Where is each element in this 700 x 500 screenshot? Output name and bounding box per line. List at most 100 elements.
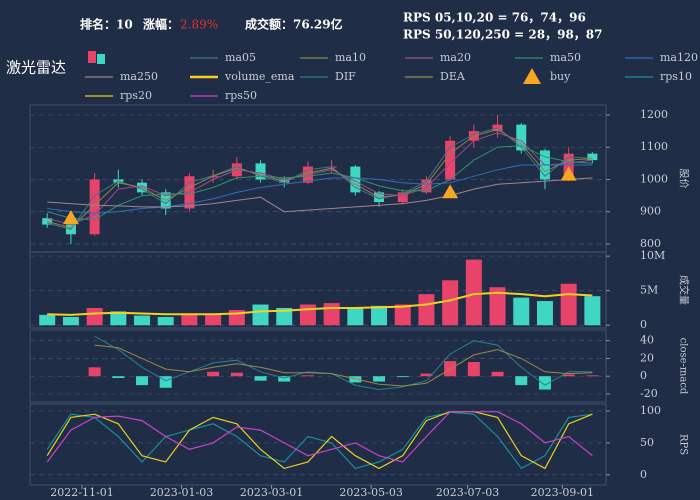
macd-bar xyxy=(230,372,243,377)
rps-long: RPS 50,120,250 = 28，98，87 xyxy=(403,28,603,42)
macd-bar xyxy=(254,376,267,381)
candle-body xyxy=(516,124,527,151)
candle-body xyxy=(587,153,598,161)
macd-bar xyxy=(586,375,599,377)
y-tick-label: 1000 xyxy=(640,172,668,185)
series-line xyxy=(46,411,593,470)
x-tick-label: 2023-05-03 xyxy=(339,486,402,499)
y-axis-label: 成交量 xyxy=(678,275,691,305)
volume-bar xyxy=(347,307,364,326)
volume-bar xyxy=(86,307,103,326)
volume-bar xyxy=(418,294,435,326)
panel-frame xyxy=(29,251,607,329)
volume-bar xyxy=(157,316,174,326)
series-line xyxy=(94,335,593,391)
volume-bar xyxy=(513,297,530,326)
macd-bar xyxy=(278,376,291,382)
panel-frame xyxy=(29,403,607,486)
volume-bar xyxy=(252,304,269,326)
volume-bar xyxy=(442,280,459,326)
macd-bar xyxy=(136,376,149,386)
buy-marker xyxy=(62,210,79,225)
buy-marker xyxy=(442,184,459,199)
y-tick-label: 1200 xyxy=(640,108,668,121)
legend-label: volume_ema xyxy=(224,70,295,83)
title: 激光雷达 xyxy=(6,59,66,77)
candle-body xyxy=(445,140,456,180)
series-line xyxy=(47,164,593,214)
y-tick-label: 40 xyxy=(640,334,654,347)
y-tick-label: 10M xyxy=(640,249,665,262)
y-tick-label: 5M xyxy=(640,284,658,297)
legend-marker xyxy=(523,68,541,84)
y-tick-label: 0 xyxy=(640,369,647,382)
macd-bar xyxy=(301,375,314,377)
series-line xyxy=(47,127,593,230)
volume-bar xyxy=(110,311,127,326)
y-tick-label: 20 xyxy=(640,351,654,364)
macd-bar xyxy=(515,376,528,386)
macd-bar xyxy=(420,373,433,377)
y-tick-label: 900 xyxy=(640,205,661,218)
y-tick-label: -20 xyxy=(640,387,658,400)
macd-bar xyxy=(112,376,125,378)
legend-label: buy xyxy=(550,70,571,83)
volume-bar xyxy=(560,283,577,326)
macd-bar xyxy=(467,362,480,377)
legend-candle-icon xyxy=(97,54,105,64)
x-tick-label: 2023-07-03 xyxy=(436,486,499,499)
candle-body xyxy=(421,179,432,193)
volume-bar xyxy=(465,259,482,326)
macd-bar xyxy=(373,376,386,382)
y-axis-label: RPS xyxy=(678,434,689,455)
volume-bar xyxy=(536,301,553,326)
macd-bar xyxy=(207,371,220,377)
rps-short: RPS 05,10,20 = 76，74，96 xyxy=(403,11,586,25)
volume-bar xyxy=(39,314,56,326)
volume-bar xyxy=(489,287,506,326)
x-tick-label: 2023-03-01 xyxy=(240,486,303,499)
buy-marker xyxy=(560,166,577,181)
volume-bar xyxy=(134,315,151,326)
series-line xyxy=(46,411,593,463)
legend-label: ma20 xyxy=(440,51,471,64)
candle-body xyxy=(208,176,219,178)
series-line xyxy=(47,132,593,226)
candle-body xyxy=(563,153,574,180)
legend-label: rps10 xyxy=(660,70,692,83)
rank: 排名：10 xyxy=(80,17,133,32)
x-tick-label: 2023-01-03 xyxy=(150,486,213,499)
legend-label: ma250 xyxy=(120,70,158,83)
y-axis-label: 股价 xyxy=(678,169,690,189)
x-tick-label: 2023-09-01 xyxy=(531,486,594,499)
legend-label: ma10 xyxy=(335,51,366,64)
candle-body xyxy=(350,166,361,193)
y-tick-label: 50 xyxy=(640,436,654,449)
macd-bar xyxy=(538,376,551,390)
legend-candle-icon xyxy=(88,51,96,63)
macd-bar xyxy=(396,376,409,378)
y-tick-label: 1100 xyxy=(640,140,668,153)
volume-bar xyxy=(371,305,388,326)
series-line xyxy=(94,344,593,387)
series-line xyxy=(47,145,593,221)
legend-label: ma120 xyxy=(660,51,698,64)
series-line xyxy=(46,411,593,470)
candle-body xyxy=(89,179,100,235)
volume-bar xyxy=(276,307,293,326)
volume-bar xyxy=(323,303,340,326)
legend-label: ma50 xyxy=(550,51,581,64)
legend-label: rps50 xyxy=(225,89,257,102)
y-tick-label: 100 xyxy=(640,404,661,417)
macd-bar xyxy=(491,371,504,377)
legend-label: rps20 xyxy=(120,89,152,102)
series-line xyxy=(47,177,593,213)
y-tick-label: 800 xyxy=(640,237,661,250)
volume-bar xyxy=(62,316,79,326)
legend-label: DIF xyxy=(335,70,356,83)
volume-bar xyxy=(181,314,198,326)
change: 2.89% xyxy=(180,18,218,32)
volume-bar xyxy=(205,314,222,326)
macd-bar xyxy=(159,376,172,388)
